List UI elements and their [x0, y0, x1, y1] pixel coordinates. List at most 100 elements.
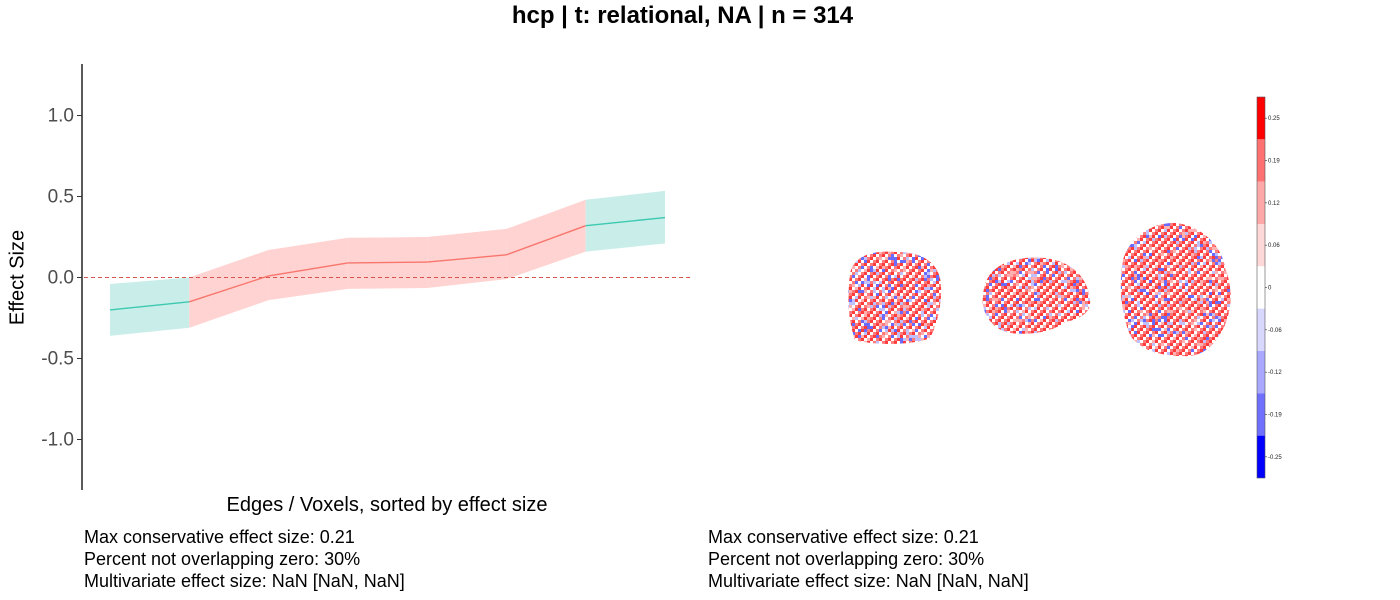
- brain-voxel: [1013, 259, 1016, 262]
- brain-voxel: [933, 257, 936, 260]
- brain-voxel: [882, 344, 885, 347]
- brain-voxel: [1007, 295, 1010, 298]
- brain-voxel: [870, 272, 873, 275]
- brain-voxel: [1043, 292, 1046, 295]
- brain-voxel: [1064, 283, 1067, 286]
- brain-voxel: [873, 335, 876, 338]
- brain-voxel: [1007, 280, 1010, 283]
- brain-voxel: [1176, 310, 1179, 313]
- brain-voxel: [1200, 283, 1203, 286]
- brain-voxel: [1140, 250, 1143, 253]
- brain-voxel: [1212, 229, 1215, 232]
- brain-voxel: [924, 278, 927, 281]
- brain-voxel: [849, 281, 852, 284]
- brain-voxel: [888, 263, 891, 266]
- brain-voxel: [879, 284, 882, 287]
- brain-voxel: [1140, 349, 1143, 352]
- colorbar-segment: [1257, 351, 1265, 394]
- brain-voxel: [1176, 331, 1179, 334]
- confidence-band-segment: [506, 199, 586, 280]
- brain-voxel: [1085, 259, 1088, 262]
- brain-voxel: [915, 329, 918, 332]
- brain-voxel: [1073, 271, 1076, 274]
- brain-voxel: [1028, 289, 1031, 292]
- brain-voxel: [1131, 232, 1134, 235]
- brain-voxel: [876, 314, 879, 317]
- brain-voxel: [1173, 259, 1176, 262]
- brain-voxel: [1120, 262, 1122, 265]
- brain-voxel: [921, 305, 924, 308]
- brain-voxel: [1227, 222, 1230, 223]
- brain-voxel: [1116, 340, 1119, 343]
- brain-voxel: [1167, 334, 1170, 337]
- brain-voxel: [1001, 295, 1004, 298]
- brain-voxel: [867, 296, 870, 299]
- brain-voxel: [1158, 223, 1161, 226]
- brain-voxel: [1206, 292, 1209, 295]
- brain-voxel: [1158, 280, 1161, 283]
- brain-voxel: [1040, 292, 1043, 295]
- brain-voxel: [1091, 259, 1094, 262]
- brain-voxel: [1218, 280, 1221, 283]
- brain-voxel: [1167, 226, 1170, 229]
- brain-voxel: [995, 292, 998, 295]
- brain-voxel: [936, 347, 939, 350]
- brain-voxel: [1218, 355, 1221, 357]
- brain-voxel: [930, 335, 933, 338]
- brain-voxel: [1170, 292, 1173, 295]
- brain-voxel: [855, 257, 858, 260]
- brain-voxel: [1188, 358, 1191, 361]
- brain-voxel: [903, 314, 906, 317]
- brain-voxel: [1191, 313, 1194, 316]
- brain-voxel: [1146, 322, 1149, 325]
- brain-voxel: [1224, 265, 1227, 268]
- brain-voxel: [848, 281, 849, 284]
- brain-voxel: [995, 319, 998, 322]
- brain-voxel: [924, 344, 927, 347]
- brain-voxel: [1188, 316, 1191, 319]
- brain-voxel: [1197, 232, 1200, 235]
- brain-voxel: [1125, 301, 1128, 304]
- brain-voxel: [1227, 307, 1230, 310]
- brain-voxel: [992, 319, 995, 322]
- brain-voxel: [882, 314, 885, 317]
- brain-voxel: [1215, 340, 1218, 343]
- brain-voxel: [1143, 310, 1146, 313]
- brain-voxel: [1007, 322, 1010, 325]
- brain-voxel: [1221, 337, 1224, 340]
- brain-voxel: [1182, 271, 1185, 274]
- brain-voxel: [1152, 253, 1155, 256]
- brain-voxel: [936, 251, 939, 254]
- brain-voxel: [1179, 337, 1182, 340]
- brain-voxel: [1058, 325, 1061, 328]
- brain-voxel: [1212, 325, 1215, 328]
- brain-voxel: [900, 299, 903, 302]
- brain-voxel: [885, 344, 888, 347]
- brain-voxel: [909, 275, 912, 278]
- brain-voxel: [1046, 334, 1049, 337]
- brain-voxel: [903, 278, 906, 281]
- brain-voxel: [891, 269, 894, 272]
- brain-voxel: [1076, 322, 1079, 325]
- brain-voxel: [1191, 355, 1194, 357]
- brain-voxel: [1007, 325, 1010, 328]
- brain-voxel: [1122, 283, 1125, 286]
- brain-voxel: [1076, 286, 1079, 289]
- brain-voxel: [1182, 247, 1185, 250]
- brain-voxel: [1182, 319, 1185, 322]
- brain-voxel: [882, 329, 885, 332]
- brain-voxel: [882, 260, 885, 263]
- brain-voxel: [1164, 223, 1167, 226]
- brain-voxel: [1182, 352, 1185, 355]
- brain-voxel: [1176, 235, 1179, 238]
- brain-voxel: [1070, 325, 1073, 328]
- brain-voxel: [1064, 289, 1067, 292]
- brain-voxel: [1131, 298, 1134, 301]
- brain-voxel: [1079, 286, 1082, 289]
- brain-voxel: [864, 320, 867, 323]
- brain-voxel: [848, 296, 849, 299]
- brain-voxel: [1194, 331, 1197, 334]
- brain-voxel: [867, 344, 870, 347]
- brain-voxel: [1221, 355, 1224, 357]
- brain-voxel: [1221, 298, 1224, 301]
